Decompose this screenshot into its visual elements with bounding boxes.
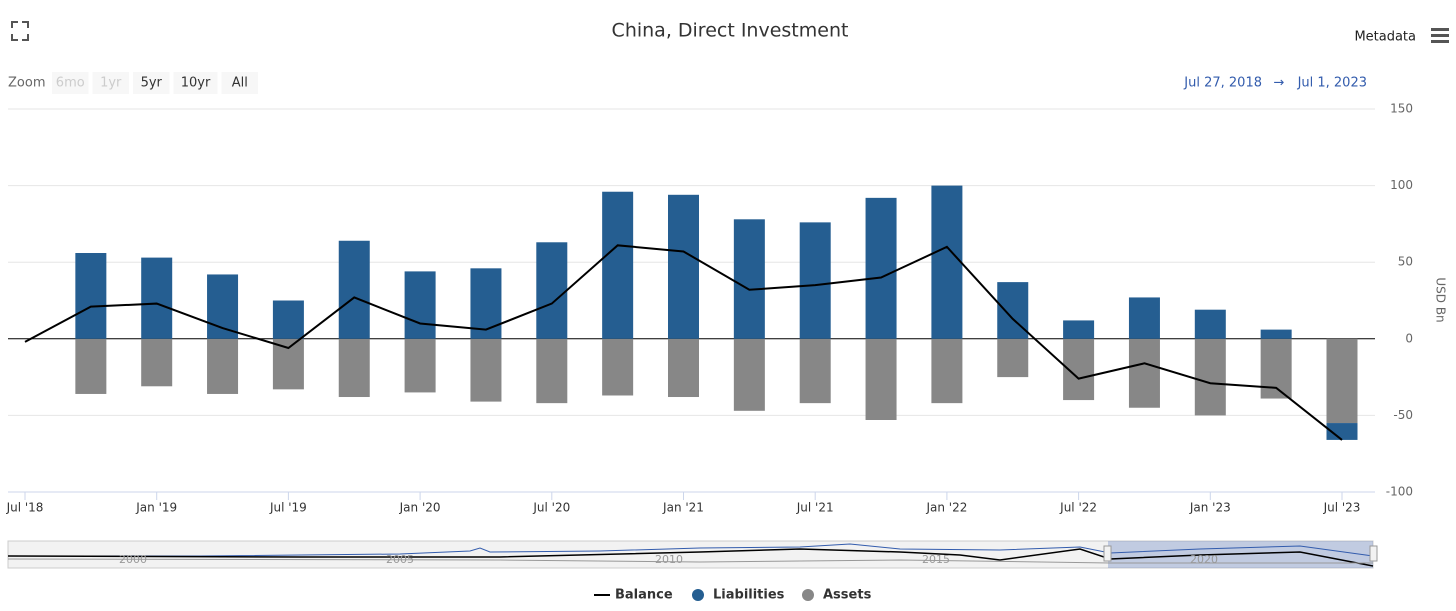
legend-symbol[interactable]: [692, 589, 704, 601]
bar: [931, 185, 963, 339]
bar: [141, 338, 173, 387]
bar: [141, 257, 173, 339]
bar: [799, 338, 831, 404]
x-tick-label: Jul '19: [269, 501, 307, 515]
line: [24, 244, 1343, 441]
zoom-button[interactable]: 10yr: [181, 76, 211, 91]
bar: [1128, 297, 1160, 339]
bar: [404, 338, 436, 393]
zoom-button-bg[interactable]: [52, 72, 89, 94]
bar: [799, 222, 831, 339]
range-arrow: →: [1274, 76, 1285, 91]
bar: [1194, 338, 1226, 416]
navigator-line: [7, 548, 1374, 567]
navigator-line: [7, 558, 1373, 564]
bar: [1260, 338, 1292, 399]
bar: [865, 338, 897, 420]
zoom-label: Zoom: [8, 76, 45, 91]
x-tick-label: Jan '20: [399, 501, 441, 515]
bar: [1326, 338, 1358, 424]
bar: [75, 338, 107, 394]
bar: [1260, 329, 1292, 339]
bar: [602, 191, 634, 339]
metadata-button[interactable]: Metadata: [1354, 30, 1416, 45]
y-tick-label: -100: [1386, 485, 1413, 499]
bar: [602, 338, 634, 396]
navigator-label: 2000: [119, 553, 147, 566]
y-tick-label: 50: [1398, 255, 1413, 269]
x-tick-label: Jul '18: [6, 501, 44, 515]
x-tick-label: Jul '23: [1323, 501, 1361, 515]
navigator-bg: [7, 540, 1374, 569]
bar: [997, 282, 1029, 339]
bar: [1194, 309, 1226, 339]
bar: [536, 242, 568, 339]
zoom-button-bg[interactable]: [221, 72, 259, 94]
x-tick-label: Jul '21: [796, 501, 834, 515]
bar: [668, 338, 699, 398]
bar: [1128, 338, 1160, 408]
bar: [207, 338, 239, 394]
zoom-button-bg[interactable]: [133, 72, 170, 94]
navigator-line: [8, 543, 1374, 557]
bar: [404, 271, 436, 339]
x-tick-label: Jan '21: [662, 501, 704, 515]
zoom-button-bg[interactable]: [92, 72, 130, 94]
navigator-handle[interactable]: [1369, 545, 1378, 562]
zoom-button[interactable]: 1yr: [100, 76, 122, 91]
bar: [536, 338, 568, 404]
bar: [1326, 423, 1358, 440]
bar: [668, 194, 699, 339]
y-tick-label: -50: [1393, 408, 1413, 422]
bar: [207, 274, 239, 339]
x-tick-label: Jul '22: [1059, 501, 1097, 515]
y-axis-title: USD Bn: [1434, 277, 1448, 322]
bar: [733, 338, 765, 411]
bar: [997, 338, 1029, 378]
legend-label[interactable]: Balance: [615, 588, 673, 603]
range-from[interactable]: Jul 27, 2018: [1183, 76, 1262, 91]
x-tick-label: Jan '19: [135, 501, 177, 515]
bar: [338, 338, 370, 398]
y-tick-label: 150: [1390, 102, 1413, 116]
navigator-label: 2005: [386, 553, 414, 566]
navigator-label: 2010: [655, 553, 683, 566]
menu-icon[interactable]: [1431, 28, 1449, 43]
legend-symbol[interactable]: [802, 589, 814, 601]
bar: [470, 268, 502, 339]
fullscreen-icon[interactable]: [11, 21, 29, 41]
bar: [272, 338, 304, 390]
range-to[interactable]: Jul 1, 2023: [1297, 76, 1367, 91]
zoom-button[interactable]: 6mo: [56, 76, 85, 91]
zoom-button[interactable]: 5yr: [141, 76, 163, 91]
navigator[interactable]: 2000 2005 2010 2015 2020: [7, 540, 1378, 569]
chart-title: China, Direct Investment: [612, 20, 849, 42]
zoom-button-bg[interactable]: [173, 72, 218, 94]
y-tick-label: 0: [1405, 331, 1413, 345]
bar: [338, 240, 370, 339]
bar: [1063, 320, 1095, 339]
navigator-handle[interactable]: [1103, 545, 1112, 562]
bar: [75, 253, 107, 339]
bar: [470, 338, 502, 402]
x-tick-label: Jan '22: [925, 501, 967, 515]
zoom-button[interactable]: All: [232, 76, 248, 91]
y-tick-label: 100: [1390, 178, 1413, 192]
bar: [865, 197, 897, 339]
x-tick-label: Jul '20: [532, 501, 570, 515]
x-tick-label: Jan '23: [1189, 501, 1231, 515]
legend-label[interactable]: Liabilities: [713, 588, 785, 603]
bar: [733, 219, 765, 339]
bar: [272, 300, 304, 339]
navigator-label: 2015: [922, 553, 950, 566]
navigator-label: 2020: [1190, 553, 1218, 566]
bar: [931, 338, 963, 404]
legend-label[interactable]: Assets: [823, 588, 872, 603]
